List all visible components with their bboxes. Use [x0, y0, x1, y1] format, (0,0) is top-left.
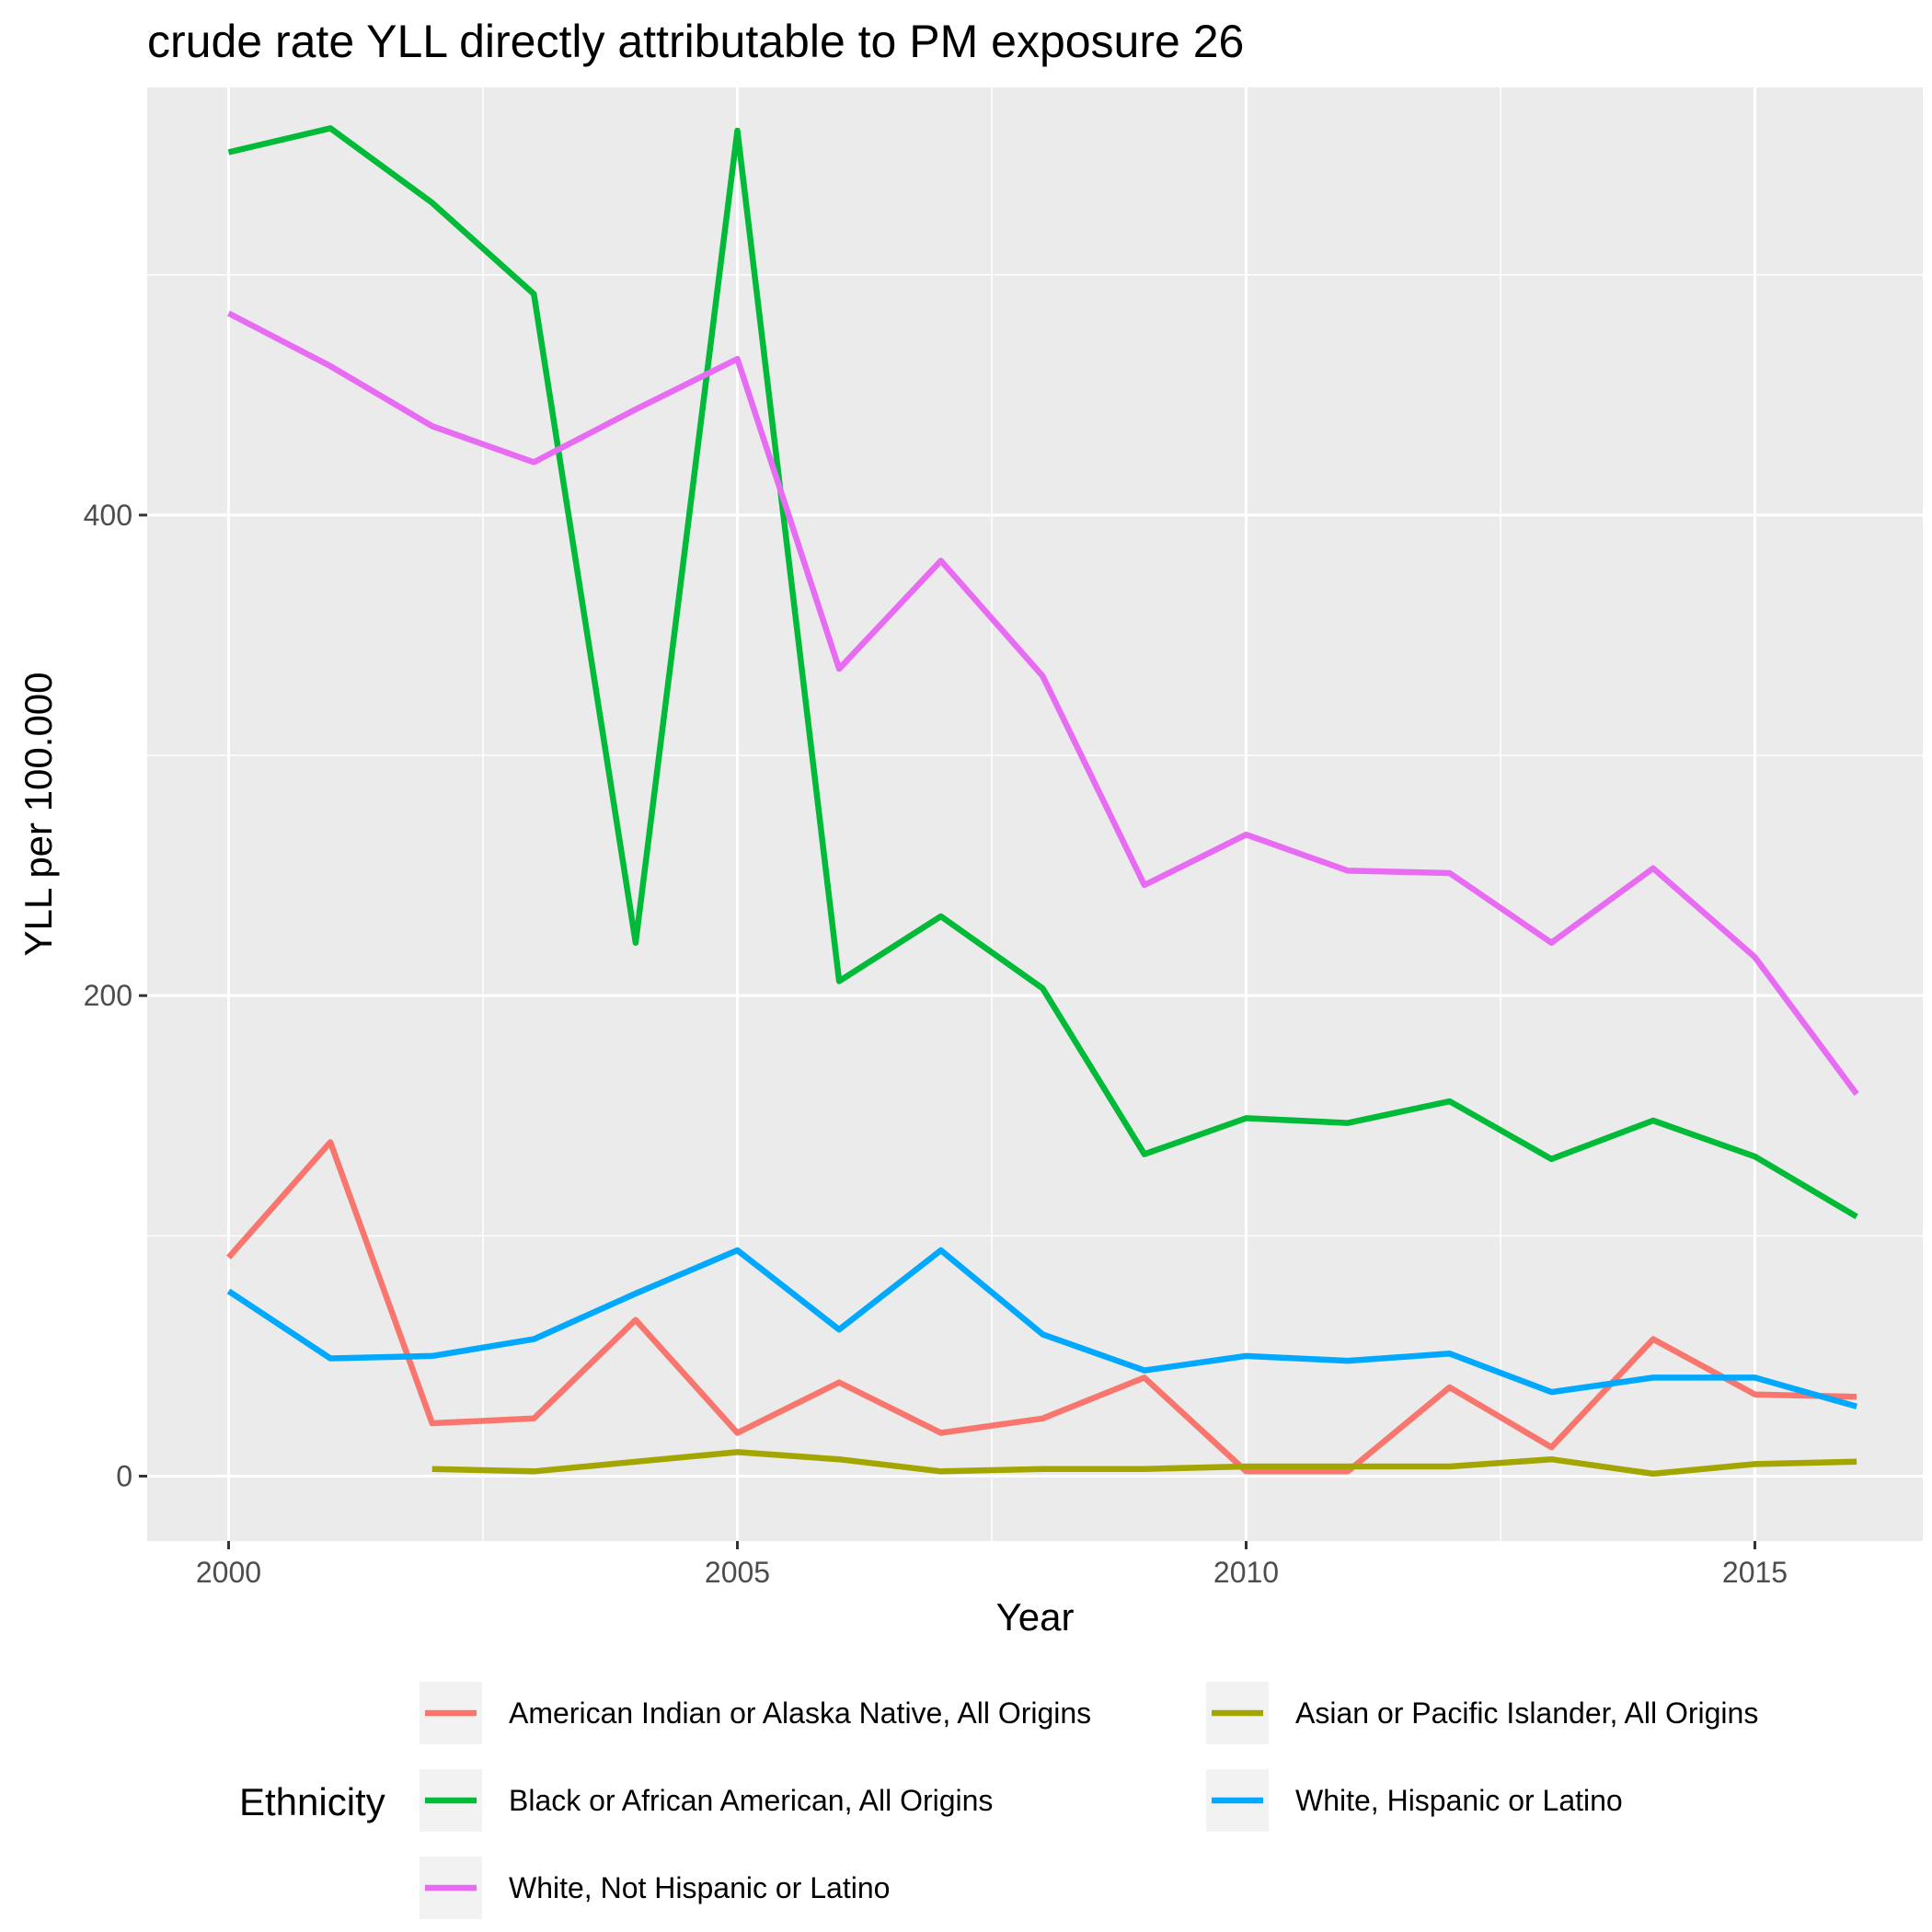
legend-label: Asian or Pacific Islander, All Origins: [1295, 1696, 1758, 1730]
y-axis-title: YLL per 100.000: [17, 672, 60, 956]
x-axis-title: Year: [996, 1595, 1075, 1639]
series-lines: [226, 125, 1859, 1478]
x-tick-label: 2000: [196, 1556, 261, 1589]
grid-major-lines: [147, 87, 1923, 1541]
y-tick-label: 200: [84, 979, 132, 1012]
x-tick-label: 2015: [1722, 1556, 1788, 1589]
chart-title: crude rate YLL directly attributable to …: [147, 16, 1244, 67]
legend-item-american-indian-or-alaska-native-all-origins: American Indian or Alaska Native, All Or…: [418, 1680, 1091, 1746]
plot-panel: [147, 87, 1923, 1541]
legend-label: Black or African American, All Origins: [509, 1784, 993, 1817]
legend-label: American Indian or Alaska Native, All Or…: [509, 1696, 1091, 1730]
series-line-white-not-hispanic-or-latino: [227, 310, 1859, 1097]
legend-title: Ethnicity: [239, 1780, 385, 1823]
legend-item-white-not-hispanic-or-latino: White, Not Hispanic or Latino: [418, 1855, 890, 1921]
series-line-asian-or-pacific-islander-all-origins: [431, 1449, 1857, 1478]
legend-item-asian-or-pacific-islander-all-origins: Asian or Pacific Islander, All Origins: [1204, 1680, 1758, 1746]
x-tick-label: 2010: [1213, 1556, 1279, 1589]
legend-label: White, Hispanic or Latino: [1295, 1784, 1623, 1817]
grid-minor-lines: [147, 87, 1923, 1541]
x-tick-labels: 2000 2005 2010 2015: [196, 1556, 1788, 1589]
legend: Ethnicity American Indian or Alaska Nati…: [239, 1680, 1758, 1921]
y-tick-label: 400: [84, 499, 132, 532]
legend-items: American Indian or Alaska Native, All Or…: [418, 1680, 1758, 1921]
series-line-white-hispanic-or-latino: [226, 1247, 1857, 1409]
y-tick-labels: 0 200 400: [84, 499, 132, 1493]
series-line-black-or-african-american-all-origins: [227, 125, 1858, 1220]
y-tick-label: 0: [116, 1459, 132, 1492]
legend-label: White, Not Hispanic or Latino: [509, 1871, 890, 1904]
x-tick-label: 2005: [705, 1556, 770, 1589]
legend-item-white-hispanic-or-latino: White, Hispanic or Latino: [1204, 1767, 1623, 1834]
axis-ticks: [139, 513, 1757, 1549]
series-line-american-indian-or-alaska-native-all-origins: [226, 1139, 1857, 1475]
legend-item-black-or-african-american-all-origins: Black or African American, All Origins: [418, 1767, 993, 1834]
